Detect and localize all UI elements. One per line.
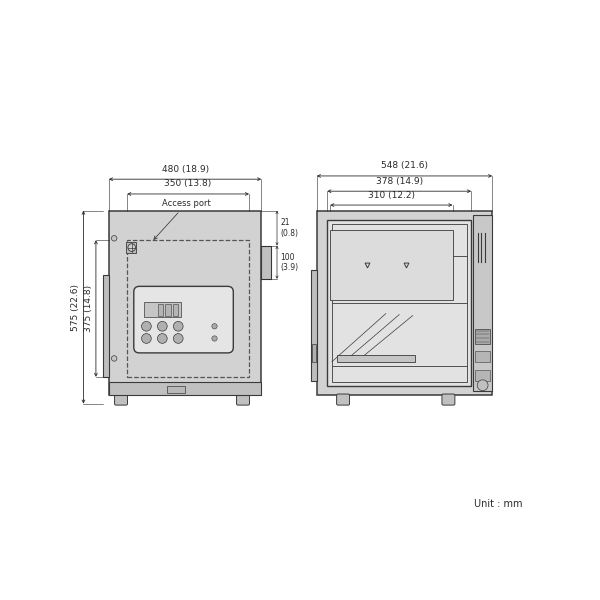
FancyBboxPatch shape: [236, 394, 250, 405]
Text: 575 (22.6): 575 (22.6): [71, 284, 80, 331]
Bar: [109, 382, 262, 395]
Bar: [473, 215, 493, 391]
Circle shape: [212, 336, 217, 341]
Text: 548 (21.6): 548 (21.6): [381, 161, 428, 170]
Circle shape: [173, 334, 183, 343]
Bar: [127, 240, 249, 377]
Text: 100
(3.9): 100 (3.9): [280, 253, 298, 272]
Bar: [475, 329, 490, 344]
Circle shape: [212, 323, 217, 329]
Text: 480 (18.9): 480 (18.9): [161, 164, 209, 173]
Circle shape: [173, 322, 183, 331]
Circle shape: [157, 322, 167, 331]
Text: 378 (14.9): 378 (14.9): [376, 176, 423, 185]
FancyBboxPatch shape: [337, 394, 350, 405]
Bar: [144, 302, 181, 317]
Circle shape: [157, 334, 167, 343]
Bar: [125, 242, 136, 253]
Text: Unit : mm: Unit : mm: [474, 499, 523, 509]
Bar: [167, 386, 185, 393]
Text: Access port: Access port: [154, 199, 211, 239]
Bar: [109, 211, 262, 395]
FancyBboxPatch shape: [442, 394, 455, 405]
Text: 350 (13.8): 350 (13.8): [164, 179, 212, 188]
Bar: [317, 211, 493, 395]
Text: 310 (12.2): 310 (12.2): [368, 191, 415, 200]
Bar: [165, 304, 171, 316]
Bar: [327, 220, 471, 386]
Text: 375 (14.8): 375 (14.8): [84, 285, 93, 332]
Circle shape: [128, 244, 136, 251]
Circle shape: [142, 322, 151, 331]
Bar: [475, 351, 490, 362]
Bar: [262, 246, 271, 279]
Bar: [173, 304, 178, 316]
Text: 21
(0.8): 21 (0.8): [280, 218, 298, 238]
Circle shape: [112, 236, 117, 241]
Circle shape: [112, 356, 117, 361]
Bar: [158, 304, 163, 316]
FancyBboxPatch shape: [115, 394, 128, 405]
Circle shape: [477, 380, 488, 391]
Bar: [475, 370, 490, 380]
Circle shape: [142, 334, 151, 343]
FancyBboxPatch shape: [134, 286, 233, 353]
Bar: [332, 224, 467, 382]
Bar: [330, 230, 452, 299]
Bar: [311, 270, 317, 380]
Bar: [103, 275, 109, 377]
Bar: [312, 344, 316, 362]
Bar: [337, 355, 415, 362]
